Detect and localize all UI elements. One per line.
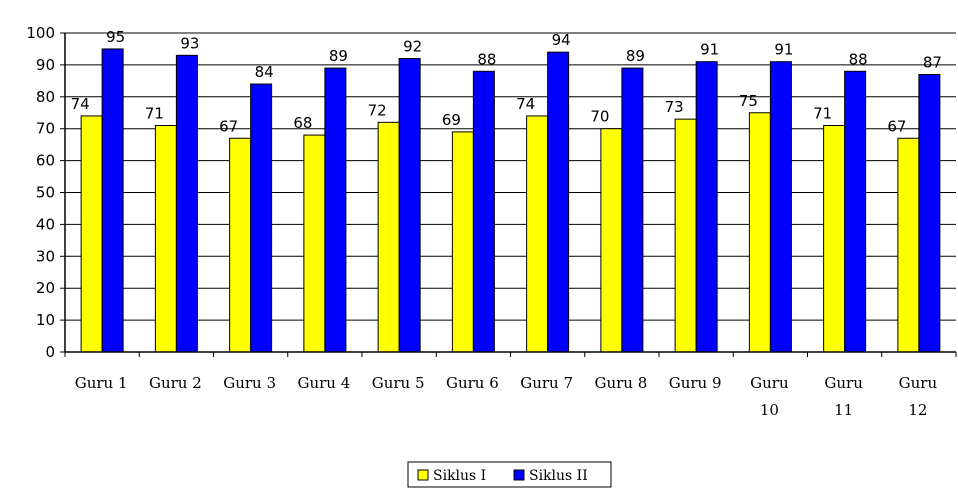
- x-tick-label: 12: [908, 401, 927, 419]
- gridlines: [65, 32, 956, 321]
- bar-siklus-2: [695, 61, 718, 353]
- bar-siklus-1: [154, 125, 177, 353]
- x-tick-label: Guru 8: [594, 374, 647, 392]
- y-tick-label: 80: [36, 88, 55, 106]
- data-label: 87: [923, 53, 942, 71]
- legend-swatch: [513, 469, 525, 481]
- data-label: 89: [329, 47, 348, 65]
- x-tick-label: Guru 2: [149, 374, 202, 392]
- bar-siklus-1: [229, 137, 252, 353]
- y-tick-label: 0: [45, 343, 55, 361]
- x-tick-label: Guru 5: [372, 374, 425, 392]
- legend-swatch: [417, 469, 429, 481]
- data-label: 84: [255, 63, 274, 81]
- bar-siklus-1: [303, 134, 326, 353]
- data-label: 88: [477, 50, 496, 68]
- bar-siklus-2: [250, 83, 273, 353]
- x-tick-label: Guru: [824, 374, 863, 392]
- y-tick-label: 100: [26, 24, 55, 42]
- y-tick-label: 20: [36, 279, 55, 297]
- bar-siklus-1: [748, 112, 771, 353]
- data-label: 67: [219, 117, 238, 135]
- data-label: 91: [700, 41, 719, 59]
- data-label: 75: [739, 92, 758, 110]
- bar-siklus-2: [769, 61, 792, 353]
- x-tick-label: 11: [834, 401, 853, 419]
- bar-siklus-2: [175, 54, 198, 353]
- bar-siklus-2: [621, 67, 644, 353]
- bar-siklus-1: [600, 128, 623, 353]
- x-tick-label: Guru 7: [520, 374, 573, 392]
- data-label: 91: [774, 41, 793, 59]
- bar-siklus-2: [547, 51, 570, 353]
- legend-box: [407, 461, 612, 488]
- bar-siklus-2: [472, 70, 495, 353]
- bar-siklus-1: [674, 118, 697, 353]
- data-label: 70: [590, 108, 609, 126]
- bar-siklus-1: [897, 137, 920, 353]
- x-tick-label: 10: [760, 401, 779, 419]
- data-label: 73: [665, 98, 684, 116]
- x-tick-label: Guru 6: [446, 374, 499, 392]
- y-tick-label: 10: [36, 311, 55, 329]
- data-label: 74: [516, 95, 535, 113]
- bar-siklus-2: [918, 73, 941, 353]
- y-tick-label: 60: [36, 152, 55, 170]
- data-label: 71: [813, 105, 832, 123]
- bar-siklus-1: [823, 125, 846, 353]
- bar-siklus-1: [451, 131, 474, 353]
- data-label: 94: [552, 31, 571, 49]
- data-label: 92: [403, 38, 422, 56]
- data-label: 68: [293, 114, 312, 132]
- x-tick-label: Guru 4: [297, 374, 350, 392]
- x-tick-label: Guru: [750, 374, 789, 392]
- bars: [80, 48, 941, 353]
- x-tick-label: Guru 3: [223, 374, 276, 392]
- legend: Siklus I Siklus II: [407, 461, 612, 488]
- bar-siklus-2: [324, 67, 347, 353]
- y-tick-label: 50: [36, 184, 55, 202]
- x-tick-label: Guru 1: [75, 374, 128, 392]
- legend-label: Siklus II: [529, 468, 588, 484]
- data-label: 93: [180, 34, 199, 52]
- bar-siklus-1: [80, 115, 103, 353]
- data-label: 71: [145, 105, 164, 123]
- data-label: 74: [71, 95, 90, 113]
- x-tick-label: Guru 9: [669, 374, 722, 392]
- data-label: 88: [849, 50, 868, 68]
- bar-siklus-1: [377, 121, 400, 353]
- data-label: 72: [368, 101, 387, 119]
- bar-siklus-2: [844, 70, 867, 353]
- data-label: 89: [626, 47, 645, 65]
- bar-siklus-1: [526, 115, 549, 353]
- legend-label: Siklus I: [433, 468, 486, 484]
- data-labels: 74 71 67 68 72 69 74 70 73 75 71 67 95 93 84 89 92 88 94 89…: [71, 28, 942, 135]
- x-tick-label: Guru: [899, 374, 938, 392]
- bar-siklus-2: [398, 58, 421, 353]
- bar-siklus-2: [101, 48, 124, 353]
- axes: 0 10 20 30 40 50 60 70 80 90 100 Guru 1 Guru 2 Guru 3…: [26, 24, 957, 419]
- data-label: 69: [442, 111, 461, 129]
- y-tick-label: 90: [36, 56, 55, 74]
- y-tick-label: 30: [36, 247, 55, 265]
- y-tick-label: 40: [36, 215, 55, 233]
- y-tick-label: 70: [36, 120, 55, 138]
- data-label: 95: [106, 28, 125, 46]
- data-label: 67: [887, 117, 906, 135]
